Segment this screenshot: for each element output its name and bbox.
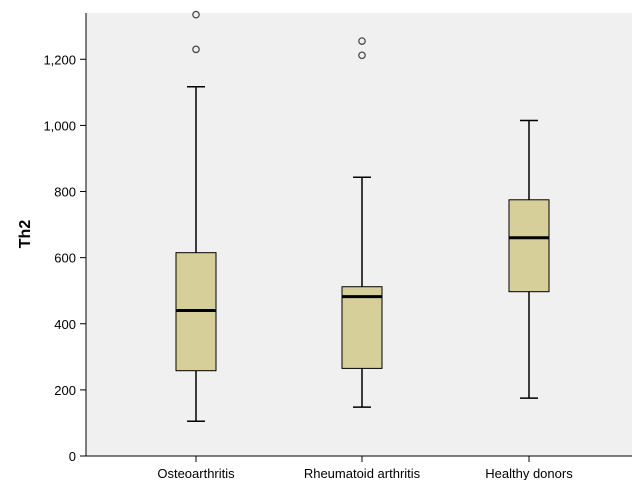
y-tick-label: 1,000: [43, 118, 76, 133]
y-tick-label: 600: [54, 251, 76, 266]
box-group: [341, 37, 383, 408]
y-axis-label: Th2: [17, 220, 34, 249]
plot-area: [86, 13, 632, 456]
outlier-point: [358, 51, 366, 60]
x-tick-label: Rheumatoid arthritis: [304, 466, 421, 480]
y-tick-label: 800: [54, 185, 76, 200]
y-tick-label: 400: [54, 317, 76, 332]
x-tick-label: Osteoarthritis: [157, 466, 235, 480]
y-axis: 0 200 400 600 800 1,000 1,200: [43, 13, 87, 464]
box-group: [508, 119, 550, 399]
box-group: [175, 10, 217, 423]
outlier-point: [358, 37, 366, 45]
y-tick-label: 1,200: [43, 52, 76, 67]
x-tick-label: Healthy donors: [485, 466, 573, 480]
outlier-point: [192, 45, 200, 54]
boxes: [175, 10, 550, 423]
iqr-box: [341, 286, 383, 369]
iqr-box: [508, 199, 550, 293]
y-tick-label: 0: [69, 449, 76, 464]
y-tick-label: 200: [54, 383, 76, 398]
outlier-point: [192, 10, 200, 19]
x-axis: Osteoarthritis Rheumatoid arthritis Health…: [86, 455, 632, 480]
